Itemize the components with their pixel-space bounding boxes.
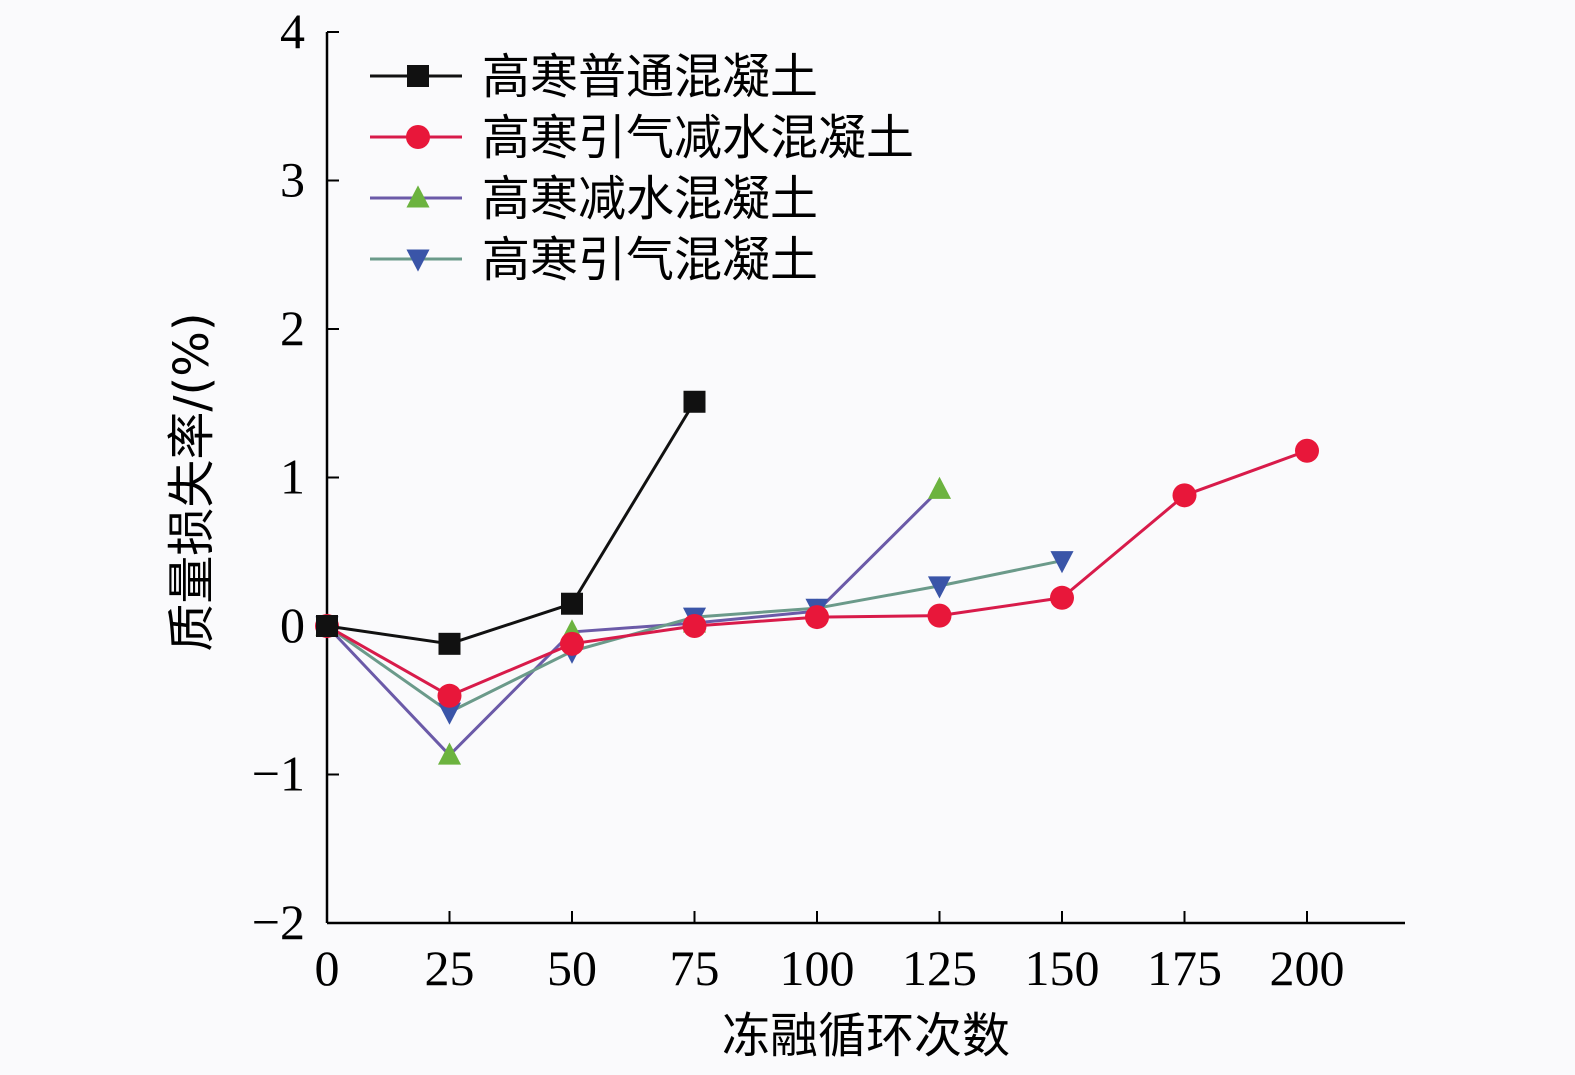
data-point [1172, 483, 1197, 508]
x-tick-label: 200 [1270, 940, 1345, 996]
legend-label: 高寒减水混凝土 [482, 171, 818, 227]
series-3 [315, 476, 952, 765]
data-point [683, 390, 706, 413]
legend-label: 高寒引气混凝土 [482, 232, 818, 288]
y-axis-title: 质量损失率/(%) [164, 312, 220, 651]
series-line [326, 400, 696, 646]
axes-layer: 0 25 50 75 100 125 150 175 200 −2 −1 0 1 2 3 4 [252, 3, 1405, 996]
data-point [682, 614, 707, 638]
data-point [927, 476, 952, 499]
data-point [805, 605, 829, 630]
series-2 [315, 438, 1319, 708]
data-point [927, 603, 952, 628]
legend-marker [406, 185, 430, 208]
x-tick-label: 175 [1147, 940, 1222, 996]
data-point [1050, 585, 1074, 610]
y-tick-label: −2 [252, 894, 305, 950]
series-1 [316, 390, 706, 655]
legend-marker [406, 249, 430, 272]
y-tick-label: 4 [280, 3, 305, 59]
data-point [437, 683, 462, 708]
data-point [1050, 551, 1074, 574]
legend-item: 高寒引气混凝土 [370, 232, 818, 288]
data-point [437, 702, 462, 725]
data-point [1295, 438, 1319, 463]
legend-item: 高寒减水混凝土 [370, 171, 818, 227]
data-point [437, 742, 462, 765]
data-point [316, 615, 338, 637]
legend-marker [407, 65, 429, 87]
x-tick-label: 100 [780, 940, 855, 996]
legend-item: 高寒普通混凝土 [370, 49, 818, 105]
x-axis-title: 冻融循环次数 [722, 1008, 1010, 1064]
series-line [326, 449, 1308, 698]
data-point [438, 632, 461, 655]
legend-item: 高寒引气减水混凝土 [370, 110, 914, 166]
data-point [561, 592, 583, 615]
y-tick-label: 1 [280, 449, 305, 505]
data-point [927, 576, 952, 599]
x-tick-label: 75 [670, 940, 720, 996]
x-tick-label: 0 [315, 940, 340, 996]
y-tick-label: −1 [252, 746, 305, 802]
x-tick-label: 125 [902, 940, 977, 996]
x-tick-label: 150 [1025, 940, 1100, 996]
legend-label: 高寒引气减水混凝土 [482, 110, 914, 166]
y-tick-label: 2 [280, 300, 305, 356]
y-tick-label: 0 [280, 597, 305, 653]
x-tick-label: 50 [547, 940, 597, 996]
series-layer [315, 390, 1319, 765]
x-tick-label: 25 [425, 940, 475, 996]
series-line [325, 488, 941, 757]
legend-label: 高寒普通混凝土 [482, 49, 818, 105]
data-point [560, 631, 584, 656]
y-tick-label: 3 [280, 152, 305, 208]
legend-marker [406, 125, 430, 149]
